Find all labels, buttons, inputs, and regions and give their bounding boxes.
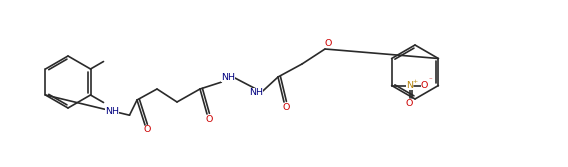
Text: O: O: [143, 125, 151, 134]
Text: NH: NH: [221, 72, 235, 81]
Text: NH: NH: [105, 107, 119, 116]
Text: ⁻: ⁻: [429, 77, 432, 84]
Text: O: O: [205, 115, 212, 124]
Text: NH: NH: [249, 88, 263, 97]
Text: O: O: [324, 39, 332, 47]
Text: N: N: [406, 81, 413, 90]
Text: +: +: [412, 78, 418, 84]
Text: O: O: [406, 99, 414, 108]
Text: O: O: [282, 103, 290, 112]
Text: O: O: [421, 81, 428, 90]
